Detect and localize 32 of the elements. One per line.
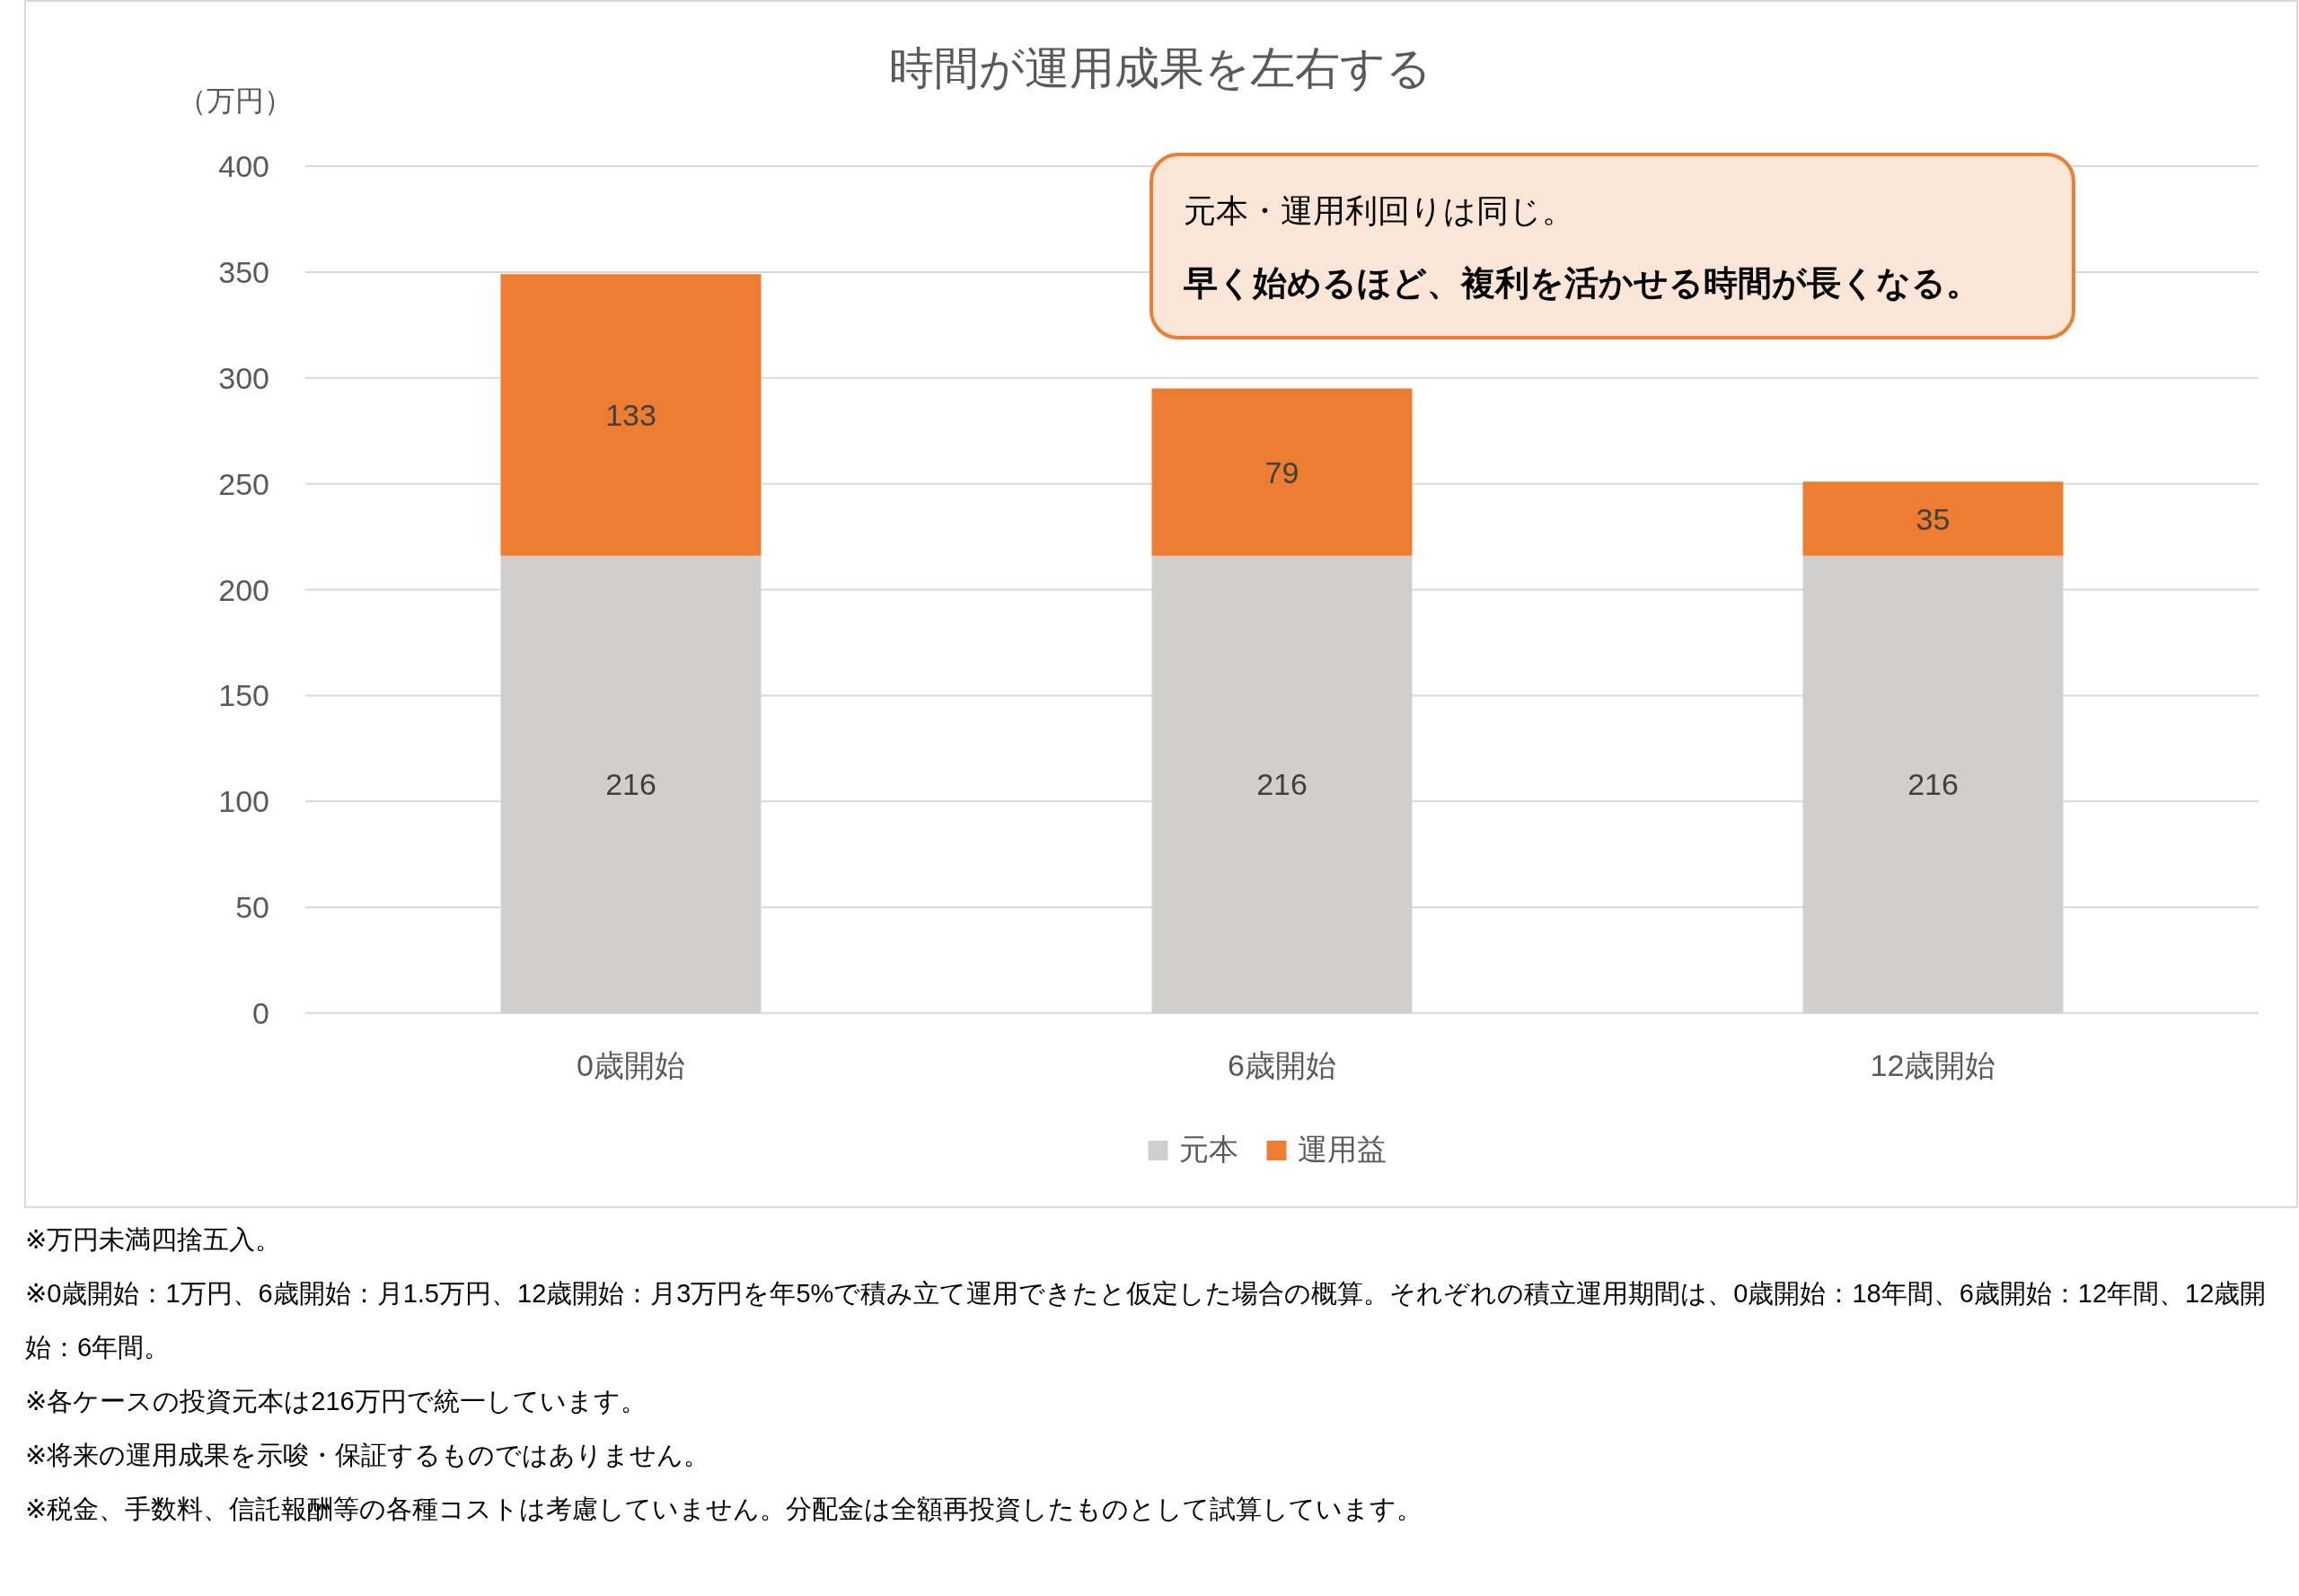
y-tick-label: 400: [218, 149, 269, 183]
text: ※税金、手数料、信託報酬等の各種コストは考慮していません。分配金は全額再投資したものとして試算しています。: [25, 1494, 1424, 1525]
bar: [500, 274, 762, 556]
data-label: 133: [605, 398, 656, 433]
legend-label: 元本: [1178, 1133, 1238, 1166]
data-label: 216: [1256, 767, 1308, 802]
bar: [1151, 388, 1413, 556]
text: ※万円未満四捨五入。: [25, 1224, 283, 1256]
y-tick-label: 250: [218, 466, 269, 501]
legend-label: 運用益: [1297, 1133, 1387, 1166]
data-label: 35: [1916, 501, 1951, 536]
text: ※将来の運用成果を示唆・保証するものではありません。: [25, 1440, 711, 1471]
x-tick-label: 6歳開始: [1228, 1048, 1336, 1082]
y-tick-label: 100: [218, 784, 269, 819]
y-axis-title: （万円）: [178, 84, 293, 117]
data-label: 79: [1264, 454, 1299, 489]
y-tick-label: 300: [218, 360, 269, 395]
data-label: 216: [605, 767, 656, 802]
text: ※0歳開始：1万円、6歳開始：月1.5万円、12歳開始：月3万円を年5%で積み立て運用できたと仮定した場合の概算。それぞれの積立運用期間は、0歳開始：18年間、6歳開始：12年間、12歳開始：6年間。: [25, 1278, 2268, 1363]
y-tick-label: 0: [252, 996, 269, 1030]
y-tick-label: 350: [218, 254, 269, 289]
y-tick-label: 150: [218, 678, 269, 713]
x-tick-label: 0歳開始: [577, 1048, 685, 1082]
text: ※各ケースの投資元本は216万円で統一しています。: [25, 1386, 647, 1417]
annotation: 元本・運用利回りは同じ。: [1184, 192, 1574, 229]
y-tick-label: 200: [218, 572, 269, 607]
chart-title: 時間が運用成果を左右する: [889, 43, 1431, 93]
data-label: 216: [1907, 767, 1959, 802]
bar: [1802, 481, 2064, 556]
annotation: 早く始めるほど、複利を活かせる時間が長くなる。: [1183, 264, 1980, 302]
x-tick-label: 12歳開始: [1870, 1048, 1996, 1082]
y-tick-label: 50: [235, 890, 269, 925]
